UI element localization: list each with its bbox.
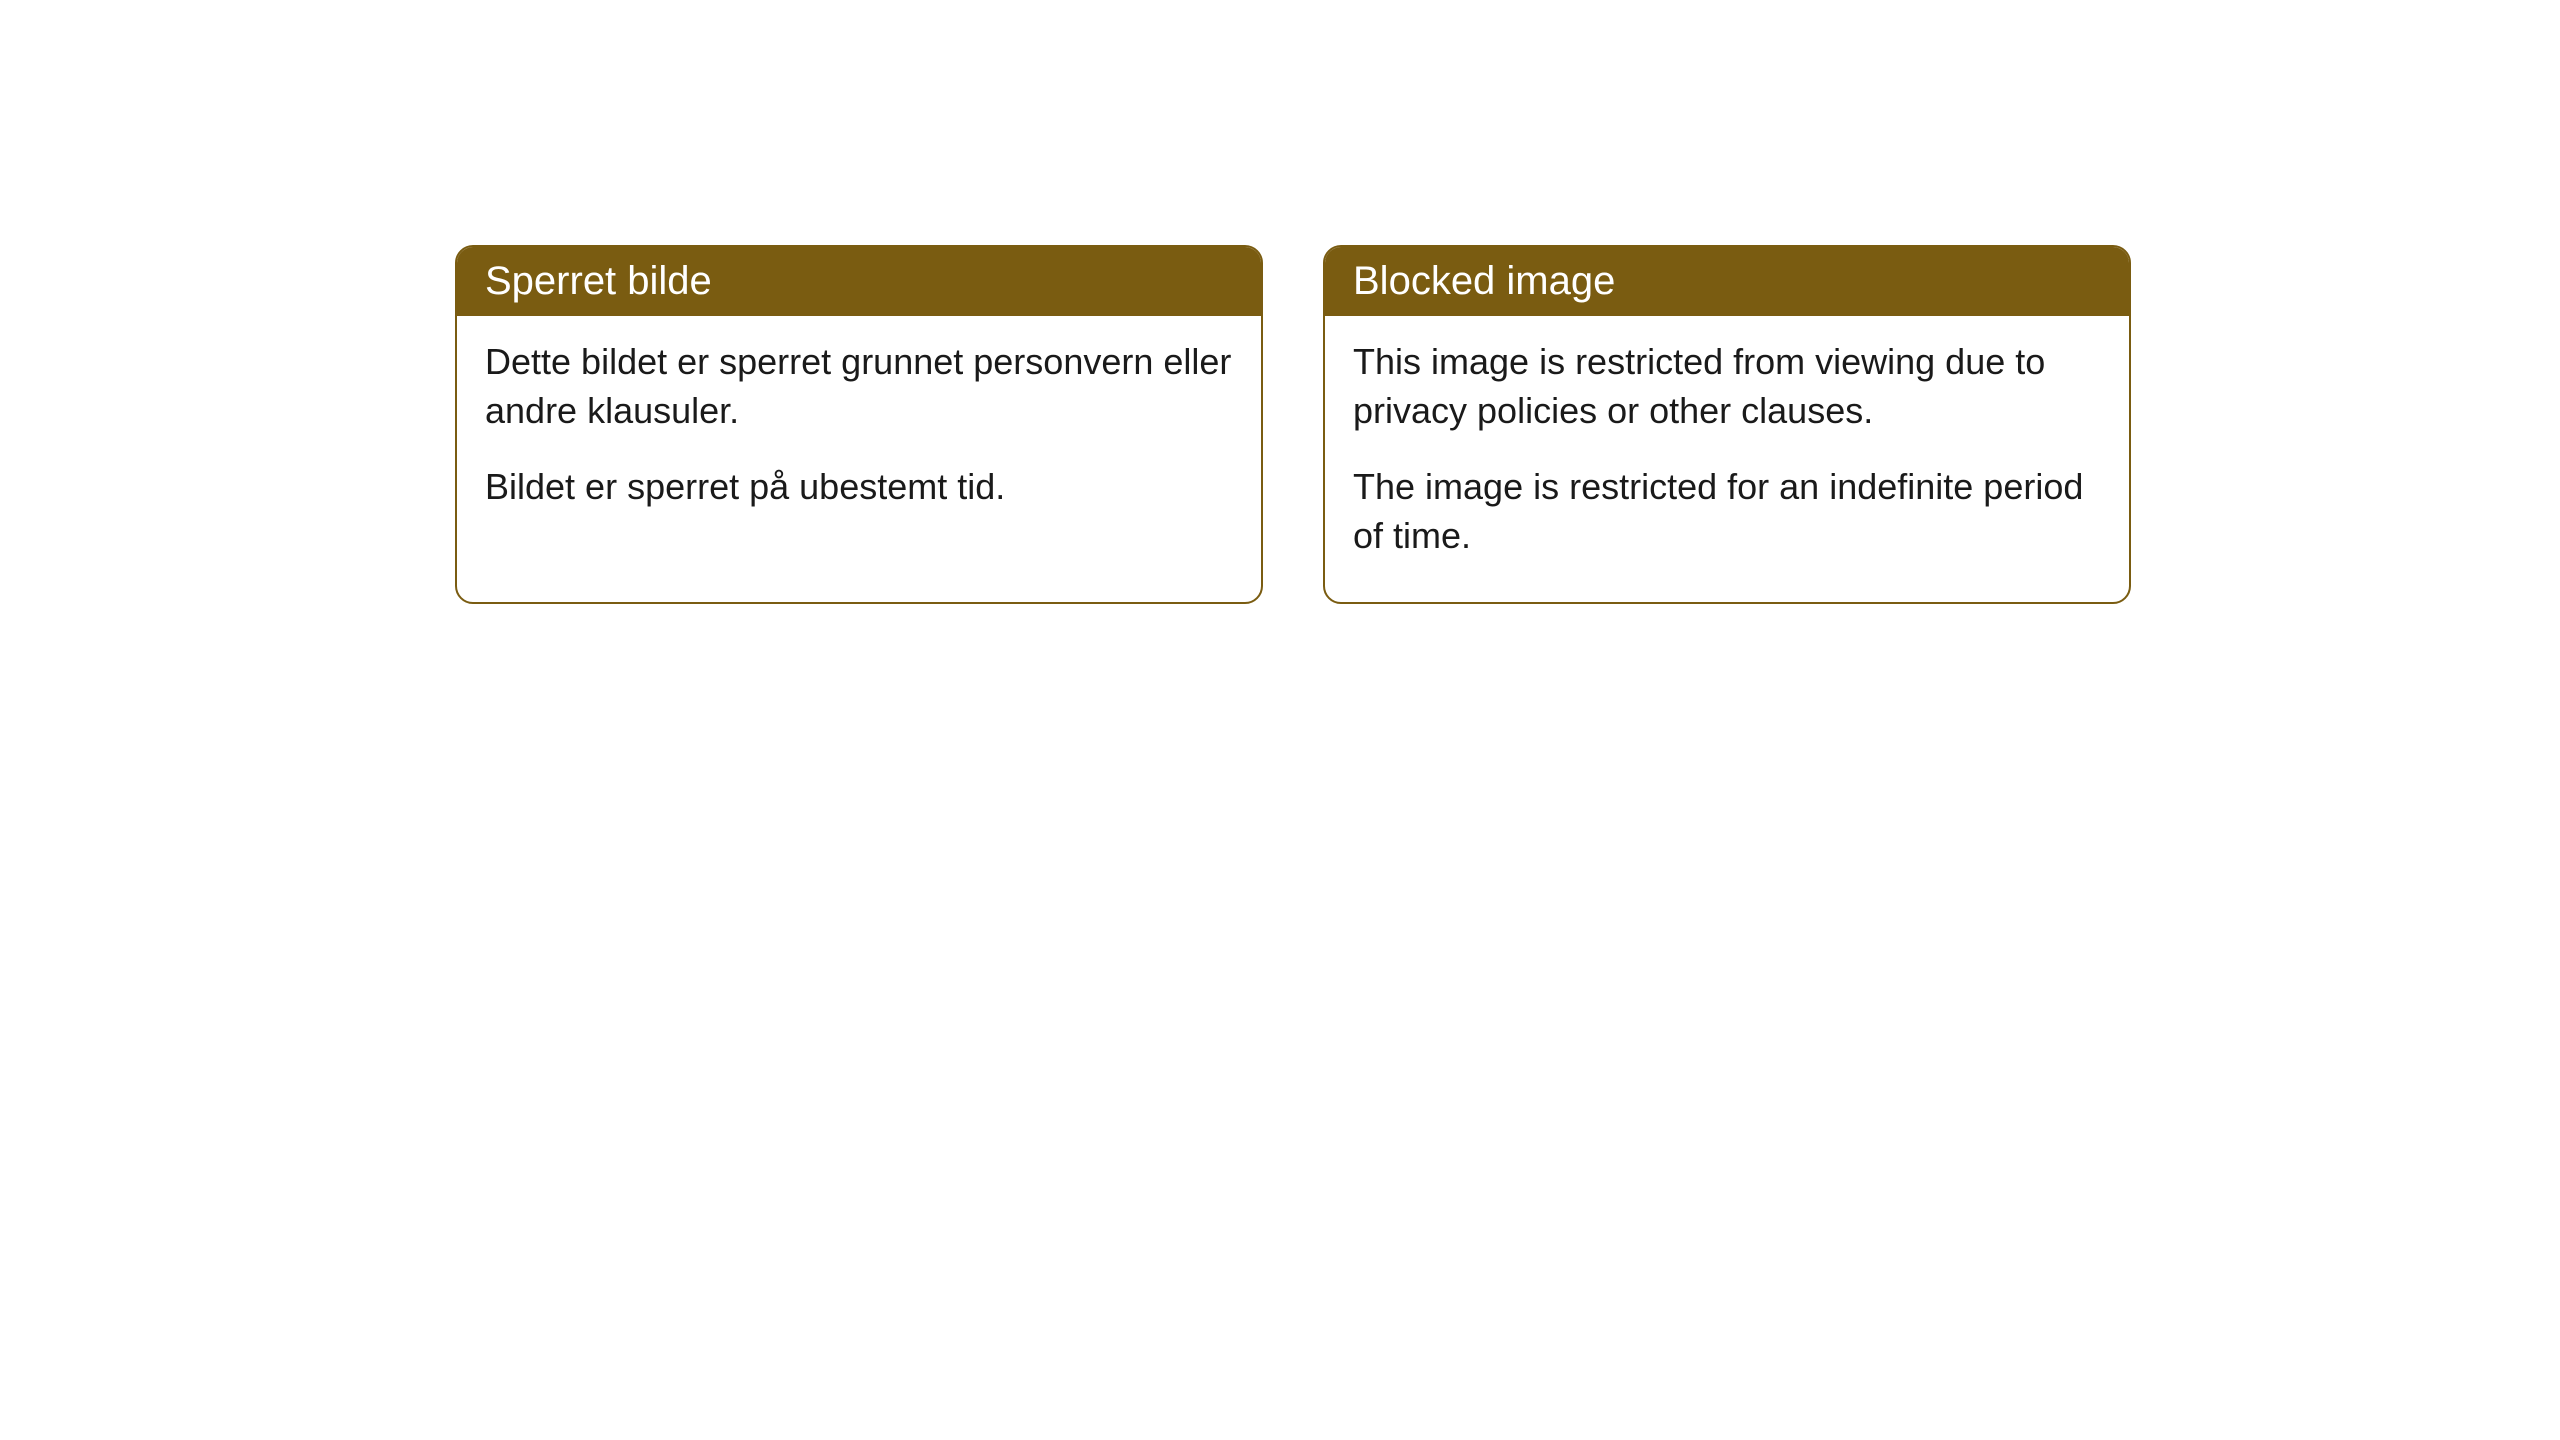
card-header: Blocked image bbox=[1325, 247, 2129, 316]
card-header: Sperret bilde bbox=[457, 247, 1261, 316]
notice-card-norwegian: Sperret bilde Dette bildet er sperret gr… bbox=[455, 245, 1263, 604]
card-paragraph: Bildet er sperret på ubestemt tid. bbox=[485, 463, 1233, 512]
notice-container: Sperret bilde Dette bildet er sperret gr… bbox=[0, 0, 2560, 604]
card-paragraph: Dette bildet er sperret grunnet personve… bbox=[485, 338, 1233, 435]
card-paragraph: The image is restricted for an indefinit… bbox=[1353, 463, 2101, 560]
notice-card-english: Blocked image This image is restricted f… bbox=[1323, 245, 2131, 604]
card-body: This image is restricted from viewing du… bbox=[1325, 316, 2129, 602]
card-body: Dette bildet er sperret grunnet personve… bbox=[457, 316, 1261, 554]
card-title: Sperret bilde bbox=[485, 259, 712, 303]
card-paragraph: This image is restricted from viewing du… bbox=[1353, 338, 2101, 435]
card-title: Blocked image bbox=[1353, 259, 1615, 303]
